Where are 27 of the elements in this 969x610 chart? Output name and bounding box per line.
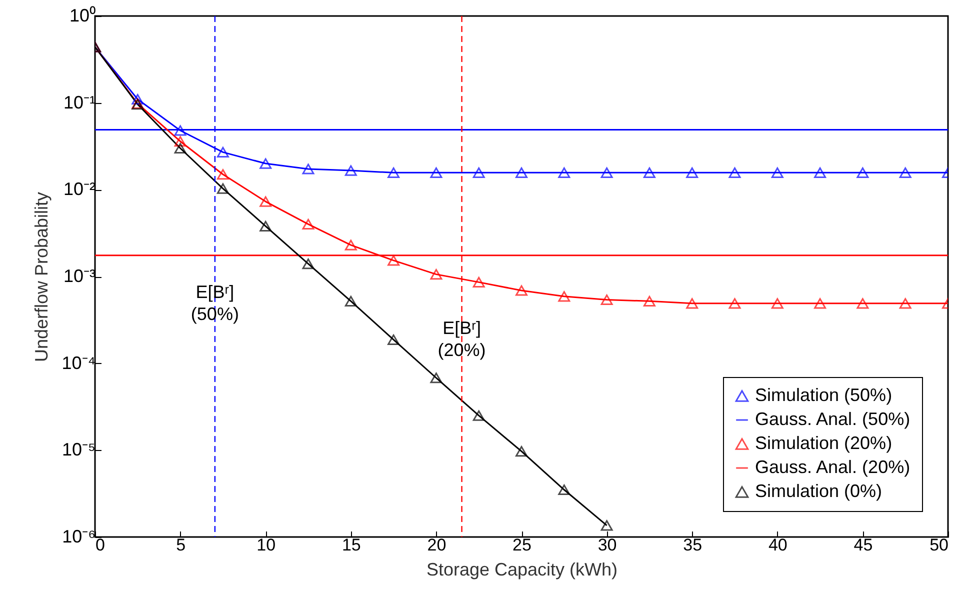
y-tick-label: 10⁰: [69, 6, 96, 26]
y-tick-label: 10⁻³: [63, 266, 96, 286]
x-tick-label: 25: [512, 536, 532, 554]
x-axis-title: Storage Capacity (kWh): [426, 560, 618, 580]
y-tick-label: 10⁻²: [63, 179, 96, 200]
x-tick-label: 15: [342, 536, 361, 554]
x-tick-label: 30: [598, 536, 617, 554]
x-tick-label: 20: [427, 536, 446, 554]
x-tick-label: 40: [768, 536, 788, 554]
legend-label: Simulation (20%): [755, 433, 892, 453]
y-tick-label: 10⁻¹: [63, 92, 96, 112]
ref-line-label: E[Bʳ] (50%): [190, 282, 239, 324]
y-axis-title: Underflow Probability: [32, 192, 52, 362]
x-tick-label: 50: [930, 536, 948, 554]
legend-label: Simulation (50%): [755, 385, 892, 405]
x-tick-label: 5: [176, 536, 186, 554]
legend-label: Simulation (0%): [755, 481, 882, 501]
x-tick-label: 45: [854, 536, 873, 554]
ref-line-label: E[Bʳ] (20%): [438, 318, 486, 360]
y-tick-label: 10⁻⁵: [62, 440, 96, 460]
legend-label: Gauss. Anal. (20%): [755, 457, 910, 477]
y-tick-label: 10⁻⁴: [62, 352, 96, 373]
legend-label: Gauss. Anal. (50%): [755, 409, 910, 429]
y-tick-label: 10⁻⁶: [62, 526, 96, 546]
x-tick-label: 35: [683, 536, 702, 554]
x-tick-label: 0: [96, 536, 105, 554]
x-tick-label: 10: [256, 536, 276, 554]
